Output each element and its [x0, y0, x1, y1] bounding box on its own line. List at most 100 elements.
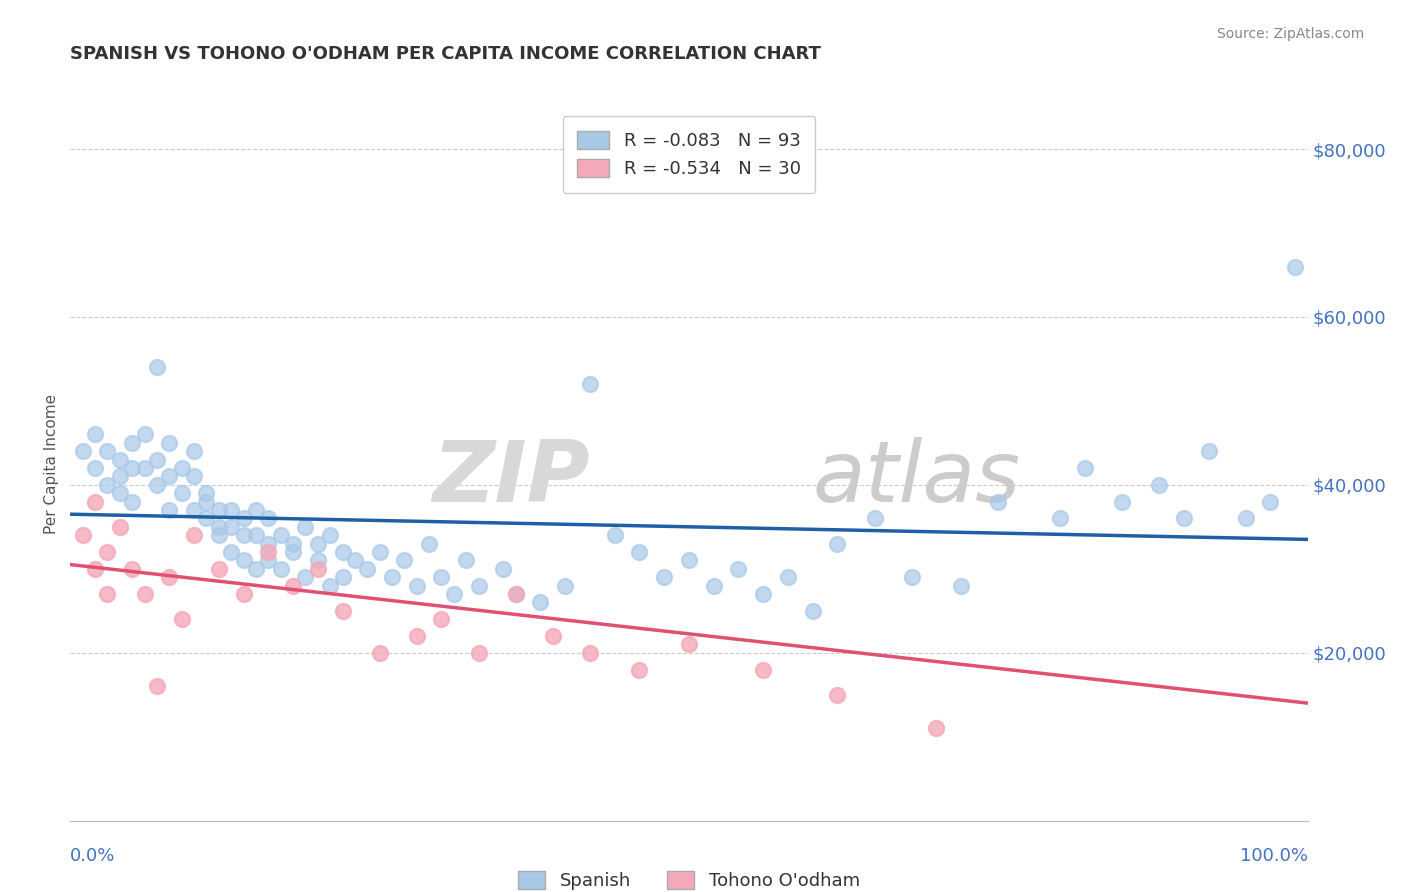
Text: 100.0%: 100.0% — [1240, 847, 1308, 865]
Point — [157, 469, 180, 483]
Point — [628, 663, 651, 677]
Point — [183, 503, 205, 517]
Point — [430, 570, 453, 584]
Point — [281, 545, 304, 559]
Point — [678, 553, 700, 567]
Text: ZIP: ZIP — [432, 436, 591, 520]
Point — [121, 461, 143, 475]
Point — [603, 528, 626, 542]
Point — [108, 520, 131, 534]
Point — [121, 562, 143, 576]
Point — [134, 461, 156, 475]
Point — [332, 545, 354, 559]
Point — [727, 562, 749, 576]
Point — [652, 570, 675, 584]
Point — [96, 478, 118, 492]
Point — [628, 545, 651, 559]
Point — [195, 486, 218, 500]
Point — [703, 578, 725, 592]
Point — [257, 536, 280, 550]
Point — [579, 646, 602, 660]
Point — [1173, 511, 1195, 525]
Point — [281, 536, 304, 550]
Point — [776, 570, 799, 584]
Point — [121, 435, 143, 450]
Point — [505, 587, 527, 601]
Point — [96, 444, 118, 458]
Point — [208, 503, 231, 517]
Point — [467, 646, 489, 660]
Point — [368, 545, 391, 559]
Point — [134, 427, 156, 442]
Point — [257, 545, 280, 559]
Point — [294, 520, 316, 534]
Point — [170, 461, 193, 475]
Legend: Spanish, Tohono O'odham: Spanish, Tohono O'odham — [503, 856, 875, 892]
Point — [270, 562, 292, 576]
Point — [1111, 494, 1133, 508]
Point — [678, 637, 700, 651]
Point — [257, 511, 280, 525]
Point — [307, 553, 329, 567]
Point — [72, 528, 94, 542]
Point — [257, 553, 280, 567]
Point — [863, 511, 886, 525]
Point — [195, 494, 218, 508]
Point — [405, 629, 427, 643]
Point — [294, 570, 316, 584]
Point — [157, 435, 180, 450]
Y-axis label: Per Capita Income: Per Capita Income — [44, 393, 59, 534]
Point — [456, 553, 478, 567]
Point — [579, 377, 602, 392]
Point — [108, 452, 131, 467]
Point — [827, 688, 849, 702]
Point — [232, 528, 254, 542]
Point — [157, 503, 180, 517]
Point — [1147, 478, 1170, 492]
Point — [84, 461, 107, 475]
Point — [72, 444, 94, 458]
Point — [987, 494, 1010, 508]
Point — [332, 570, 354, 584]
Point — [183, 528, 205, 542]
Text: 0.0%: 0.0% — [70, 847, 115, 865]
Point — [232, 553, 254, 567]
Point — [307, 536, 329, 550]
Point — [319, 528, 342, 542]
Point — [343, 553, 366, 567]
Point — [1260, 494, 1282, 508]
Point — [405, 578, 427, 592]
Point — [752, 663, 775, 677]
Point — [381, 570, 404, 584]
Point — [245, 562, 267, 576]
Point — [121, 494, 143, 508]
Text: Source: ZipAtlas.com: Source: ZipAtlas.com — [1216, 27, 1364, 41]
Point — [170, 612, 193, 626]
Point — [195, 511, 218, 525]
Point — [170, 486, 193, 500]
Point — [827, 536, 849, 550]
Point — [332, 604, 354, 618]
Point — [146, 679, 169, 693]
Point — [134, 587, 156, 601]
Point — [232, 587, 254, 601]
Point — [96, 587, 118, 601]
Point — [245, 528, 267, 542]
Point — [84, 562, 107, 576]
Point — [801, 604, 824, 618]
Point — [108, 486, 131, 500]
Point — [307, 562, 329, 576]
Point — [319, 578, 342, 592]
Point — [394, 553, 416, 567]
Point — [281, 578, 304, 592]
Point — [96, 545, 118, 559]
Point — [245, 503, 267, 517]
Point — [208, 528, 231, 542]
Point — [541, 629, 564, 643]
Point — [925, 721, 948, 735]
Point — [84, 427, 107, 442]
Point — [157, 570, 180, 584]
Point — [368, 646, 391, 660]
Point — [418, 536, 440, 550]
Point — [232, 511, 254, 525]
